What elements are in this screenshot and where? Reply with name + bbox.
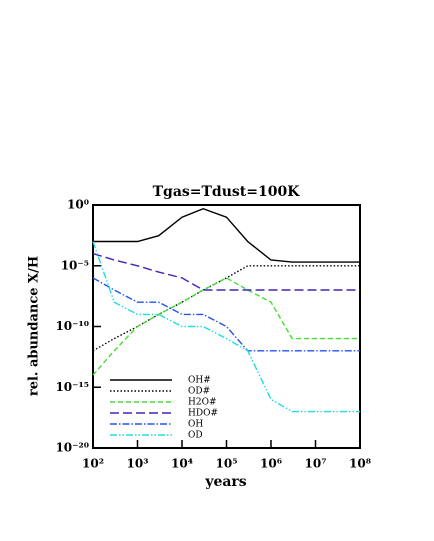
series-line bbox=[92, 241, 360, 413]
legend-label: OH# bbox=[188, 376, 211, 386]
series-line bbox=[92, 277, 360, 352]
chart-title: Tgas=Tdust=100K bbox=[153, 184, 301, 200]
series-line bbox=[92, 252, 360, 291]
x-tick-label: 10⁶ bbox=[260, 457, 282, 471]
legend-label: H2O# bbox=[188, 398, 217, 408]
series-line bbox=[92, 277, 360, 376]
y-tick-label: 10⁻²⁰ bbox=[55, 441, 89, 455]
x-tick-label: 10² bbox=[82, 457, 104, 471]
x-axis-label: years bbox=[204, 474, 246, 490]
y-tick-label: 10⁻¹⁵ bbox=[55, 380, 89, 394]
y-tick-label: 10⁰ bbox=[67, 198, 89, 212]
x-tick-label: 10⁸ bbox=[349, 457, 371, 471]
x-tick-label: 10³ bbox=[127, 457, 149, 471]
y-axis-label: rel. abundance X/H bbox=[27, 256, 42, 396]
series-line bbox=[93, 207, 360, 263]
legend-label: HDO# bbox=[188, 409, 218, 419]
x-tick-label: 10⁵ bbox=[216, 457, 238, 471]
x-tick-label: 10⁷ bbox=[305, 457, 327, 471]
legend-label: OD# bbox=[188, 387, 210, 397]
y-tick-label: 10⁻¹⁰ bbox=[55, 319, 89, 333]
x-tick-label: 10⁴ bbox=[171, 457, 193, 471]
legend-label: OD bbox=[188, 431, 203, 441]
legend-label: OH bbox=[188, 420, 203, 430]
y-tick-label: 10⁻⁵ bbox=[61, 258, 89, 272]
